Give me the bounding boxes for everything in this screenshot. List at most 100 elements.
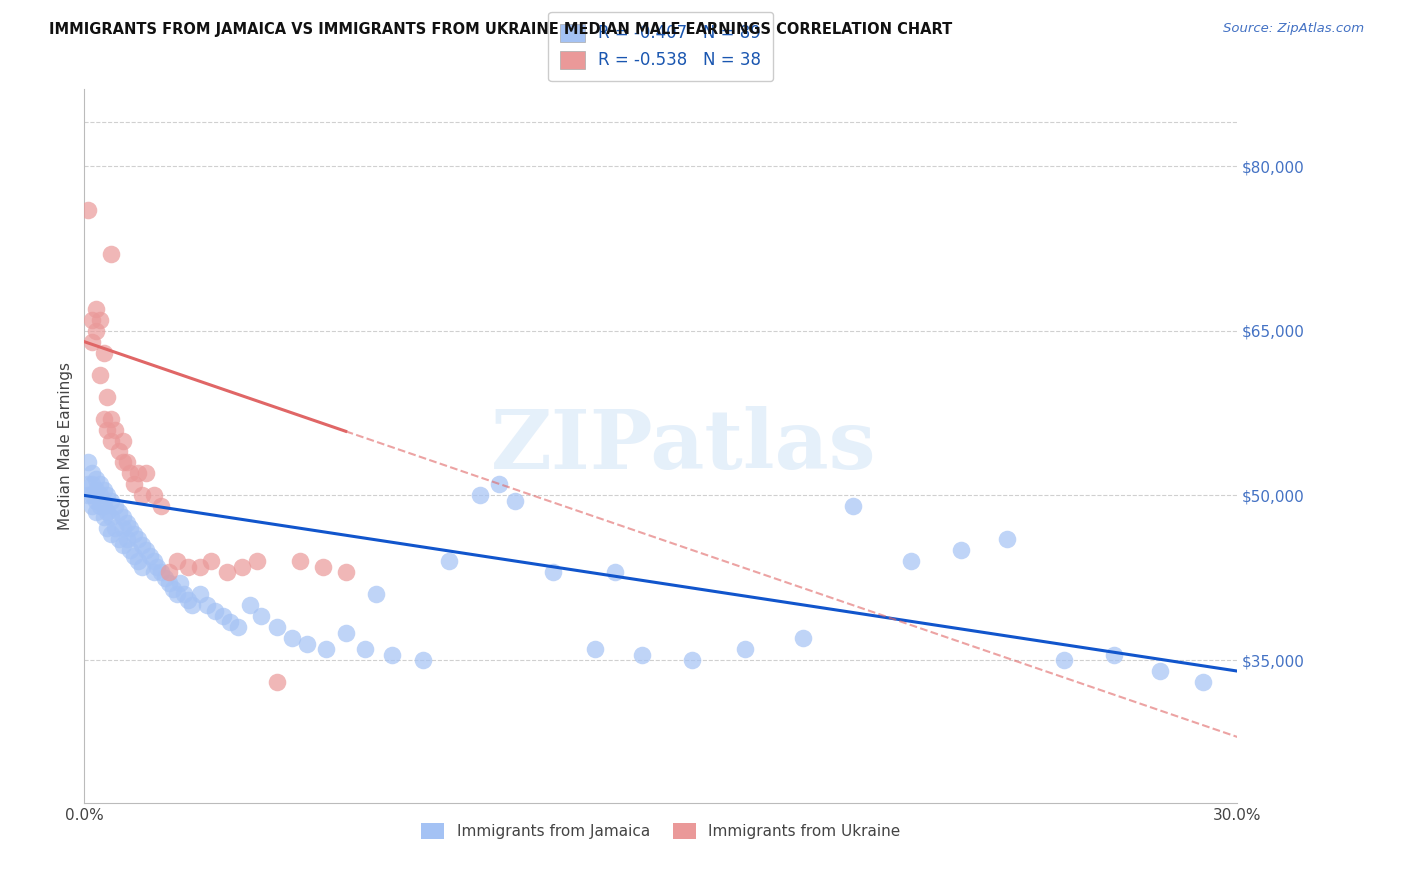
Point [541,566,564,580]
Point [381,648,404,662]
Point [204,604,226,618]
Point [311,559,333,574]
Point [288,554,311,568]
Point [111,510,134,524]
Point [266,620,288,634]
Point [131,488,153,502]
Point [162,582,184,596]
Point [93,500,115,514]
Point [77,477,100,491]
Point [142,566,165,580]
Point [120,467,142,481]
Point [127,554,149,568]
Point [188,587,211,601]
Point [111,538,134,552]
Point [111,521,134,535]
Point [200,554,222,568]
Point [239,598,262,612]
Point [104,521,127,535]
Point [115,516,138,530]
Point [80,500,103,514]
Point [150,500,173,514]
Text: Source: ZipAtlas.com: Source: ZipAtlas.com [1223,22,1364,36]
Point [84,472,107,486]
Point [89,500,111,514]
Point [195,598,218,612]
Point [100,247,122,261]
Point [93,510,115,524]
Point [335,566,357,580]
Point [93,411,115,425]
Text: IMMIGRANTS FROM JAMAICA VS IMMIGRANTS FROM UKRAINE MEDIAN MALE EARNINGS CORRELAT: IMMIGRANTS FROM JAMAICA VS IMMIGRANTS FR… [49,22,952,37]
Point [603,566,626,580]
Point [219,615,242,629]
Point [77,488,100,502]
Point [89,368,111,382]
Point [131,538,153,552]
Point [142,488,165,502]
Point [84,483,107,497]
Point [84,301,107,316]
Point [100,494,122,508]
Point [124,549,146,563]
Point [792,631,814,645]
Point [80,312,103,326]
Point [842,500,865,514]
Point [96,423,118,437]
Point [108,444,131,458]
Point [169,576,191,591]
Point [177,559,200,574]
Point [681,653,703,667]
Point [89,312,111,326]
Point [100,510,122,524]
Point [585,642,607,657]
Point [995,533,1018,547]
Point [84,505,107,519]
Point [135,467,157,481]
Point [100,434,122,448]
Point [173,587,195,601]
Point [166,554,188,568]
Point [111,434,134,448]
Point [77,455,100,469]
Point [281,631,304,645]
Point [80,334,103,349]
Point [80,488,103,502]
Point [96,521,118,535]
Point [211,609,233,624]
Point [157,576,180,591]
Point [115,533,138,547]
Point [1191,675,1213,690]
Text: ZIPatlas: ZIPatlas [491,406,876,486]
Point [315,642,337,657]
Point [153,571,176,585]
Point [366,587,388,601]
Point [354,642,377,657]
Point [84,494,107,508]
Point [131,559,153,574]
Point [96,488,118,502]
Point [80,467,103,481]
Point [1053,653,1076,667]
Point [226,620,249,634]
Point [89,488,111,502]
Point [115,455,138,469]
Point [100,411,122,425]
Point [93,483,115,497]
Point [93,345,115,359]
Point [188,559,211,574]
Point [630,648,652,662]
Point [215,566,238,580]
Point [181,598,204,612]
Point [734,642,756,657]
Point [412,653,434,667]
Point [127,467,149,481]
Point [142,554,165,568]
Point [108,505,131,519]
Point [100,526,122,541]
Point [335,625,357,640]
Point [900,554,922,568]
Point [124,526,146,541]
Point [150,566,173,580]
Point [166,587,188,601]
